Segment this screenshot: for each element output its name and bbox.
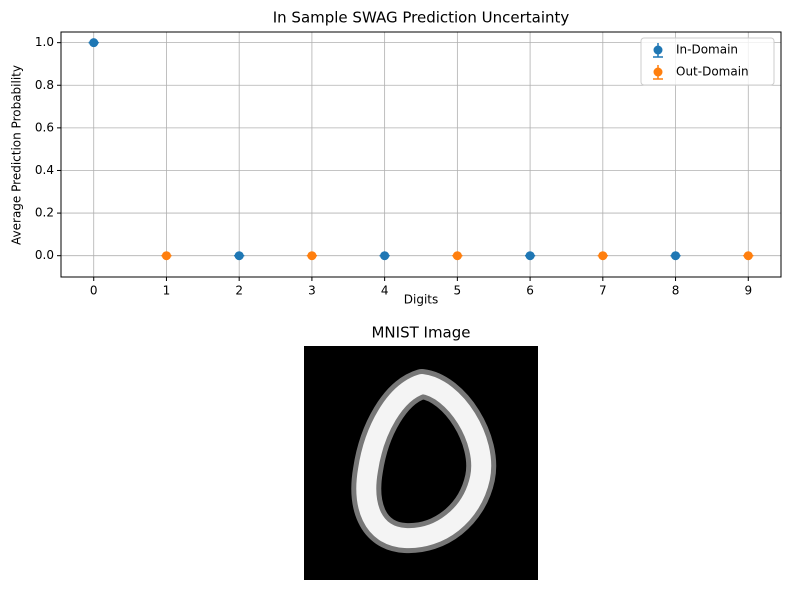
legend-label: In-Domain (676, 43, 738, 57)
legend-marker (653, 45, 663, 55)
x-tick-label: 4 (381, 284, 389, 298)
y-tick-label: 1.0 (35, 35, 54, 49)
x-tick-label: 6 (526, 284, 534, 298)
point (671, 251, 681, 261)
digit-stroke (356, 374, 492, 549)
plot-area: 0 1 2 3 4 5 6 7 8 9 0.0 0.2 0.4 0.6 0.8 1.0 In-Domain Out… (35, 31, 782, 298)
axes-frame (60, 31, 782, 278)
x-tick-label: 2 (235, 284, 243, 298)
legend-label: Out-Domain (676, 65, 749, 79)
point (234, 251, 244, 261)
x-tick-label: 5 (454, 284, 462, 298)
image-title: MNIST Image (371, 324, 470, 342)
point (89, 38, 99, 48)
point (598, 251, 608, 261)
y-tick-label: 0.0 (35, 248, 54, 262)
y-tick-label: 0.4 (35, 163, 54, 177)
x-tick-label: 1 (163, 284, 171, 298)
x-tick-label: 8 (672, 284, 680, 298)
y-axis-label: Average Prediction Probability (10, 65, 24, 245)
x-tick-label: 9 (744, 284, 752, 298)
x-tick-label: 3 (308, 284, 316, 298)
chart-title: In Sample SWAG Prediction Uncertainty (273, 9, 570, 27)
point (525, 251, 535, 261)
mnist-image (304, 346, 538, 580)
x-tick-label: 7 (599, 284, 607, 298)
point (307, 251, 317, 261)
point (452, 251, 462, 261)
y-tick-label: 0.6 (35, 120, 54, 134)
point (161, 251, 171, 261)
y-tick-label: 0.8 (35, 78, 54, 92)
y-tick-label: 0.2 (35, 206, 54, 220)
point (380, 251, 390, 261)
x-axis-label: Digits (404, 293, 438, 307)
x-tick-label: 0 (90, 284, 98, 298)
point (743, 251, 753, 261)
legend-box (640, 37, 775, 86)
legend-marker (653, 67, 663, 77)
